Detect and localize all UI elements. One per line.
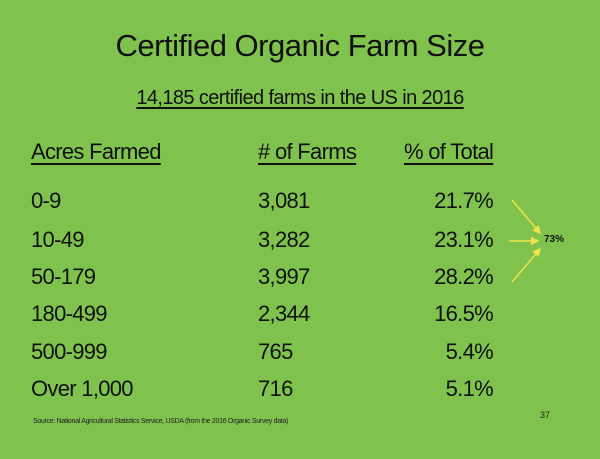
row-acres: Over 1,000 [31,376,134,401]
row-acres: 500-999 [31,339,108,364]
row-acres: 180-499 [31,301,108,326]
row-farms: 2,344 [258,301,310,326]
row-pct: 23.1% [434,227,494,252]
row-pct: 21.7% [434,188,494,213]
row-farms: 3,997 [258,264,310,289]
header-acres-farmed: Acres Farmed [31,139,161,164]
row-farms: 765 [258,339,293,364]
row-farms: 3,282 [258,227,310,252]
row-pct: 5.1% [445,376,494,401]
row-acres: 50-179 [31,264,96,289]
slide-subtitle: 14,185 certified farms in the US in 2016 [0,87,600,110]
arrow-top [511,199,541,235]
header-percent-of-total: % of Total [404,139,494,164]
callout-total-percent: 73% [544,234,565,245]
header-number-of-farms: # of Farms [258,139,357,164]
row-pct: 28.2% [434,264,494,289]
row-pct: 5.4% [445,339,494,364]
page-number: 37 [540,410,551,420]
arrow-bottom [511,247,541,283]
slide-title: Certified Organic Farm Size [115,28,485,63]
row-farms: 3,081 [258,188,310,213]
row-pct: 16.5% [434,301,494,326]
source-note: Source: National Agricultural Statistics… [33,418,289,425]
subtitle-text: 14,185 certified farms in the US in 2016 [136,87,464,109]
row-farms: 716 [258,376,293,401]
row-acres: 0-9 [31,188,61,213]
row-acres: 10-49 [31,227,84,252]
